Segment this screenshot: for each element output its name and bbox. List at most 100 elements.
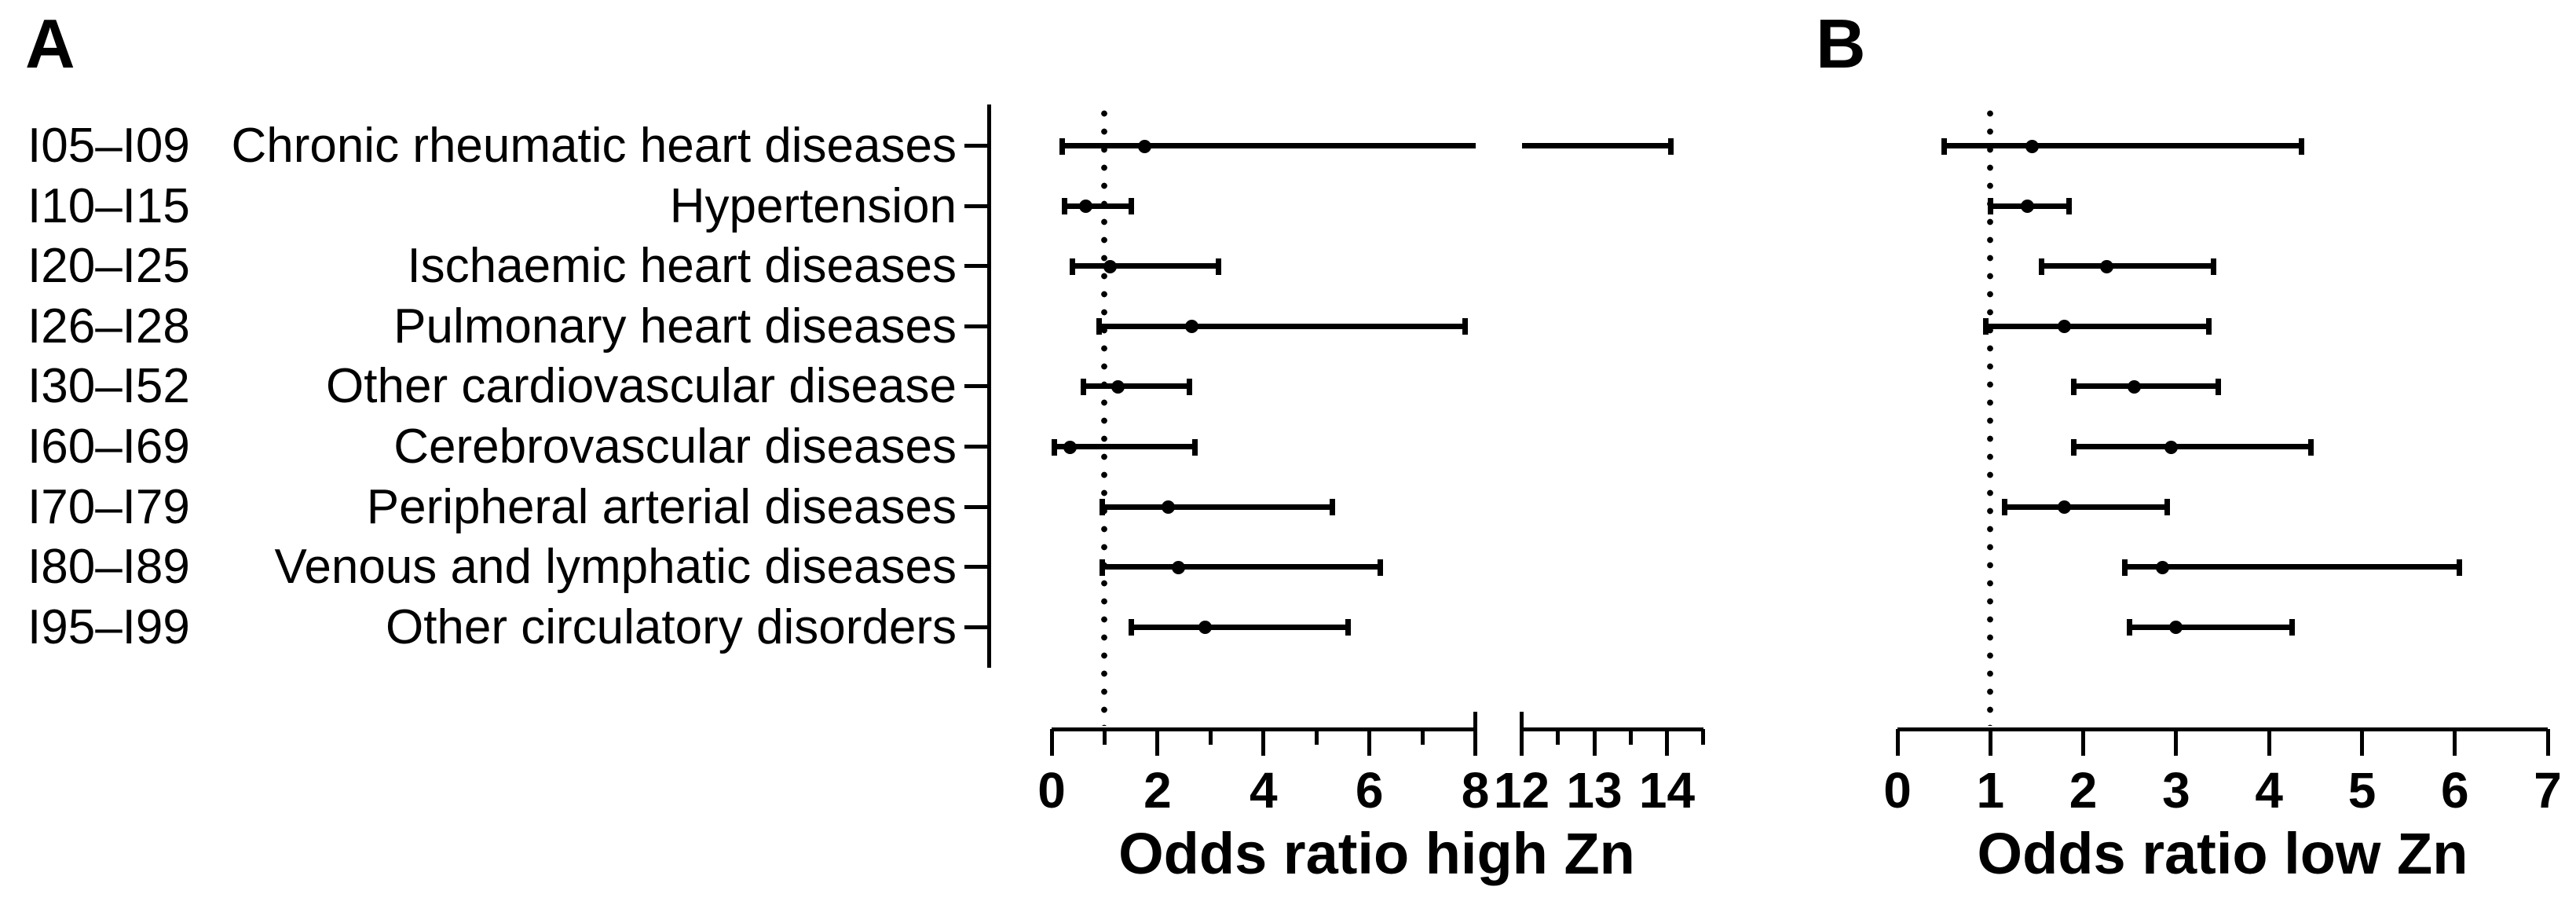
ci-cap-low — [2038, 258, 2044, 275]
ci-cap-high — [1186, 378, 1192, 395]
ci-error-bar — [1072, 263, 1219, 269]
row-label: Ischaemic heart diseases — [407, 239, 957, 294]
row-connector-tick — [964, 625, 991, 629]
ci-cap-low — [1099, 559, 1105, 576]
axis-tick-major — [1261, 729, 1266, 756]
axis-tick-major — [1592, 729, 1597, 756]
row-label: Chronic rheumatic heart diseases — [231, 119, 957, 173]
point-estimate — [2025, 139, 2040, 153]
ci-error-bar — [1054, 444, 1195, 449]
row-label: Venous and lymphatic diseases — [274, 540, 957, 595]
ci-cap-low — [1059, 137, 1065, 155]
ci-error-bar — [2073, 383, 2219, 390]
axis-tick-label: 14 — [1638, 762, 1696, 819]
ci-cap-high — [2210, 258, 2216, 275]
point-estimate — [2164, 440, 2179, 454]
ci-error-bar — [2129, 624, 2292, 630]
ci-cap-low — [2127, 619, 2133, 636]
ci-cap-low — [1941, 137, 1947, 155]
point-estimate — [2169, 621, 2183, 635]
axis-tick-label: 12 — [1493, 762, 1550, 819]
ci-error-bar — [1102, 504, 1333, 510]
ci-cap-high — [1215, 258, 1221, 275]
axis-tick-major — [1665, 729, 1669, 756]
axis-tick-minor — [1420, 729, 1425, 745]
ci-error-bar — [1102, 564, 1381, 570]
axis-tick-minor — [1102, 729, 1107, 745]
axis-tick-major — [2360, 729, 2364, 756]
reference-line — [1987, 104, 1994, 726]
axis-tick-major — [2081, 729, 2086, 756]
ci-cap-low — [2122, 559, 2128, 576]
ci-cap-low — [1070, 258, 1076, 275]
row-label: Pulmonary heart diseases — [393, 299, 957, 354]
axis-tick-minor — [1314, 729, 1319, 745]
row-code: I10–I15 — [27, 178, 190, 233]
axis-tick-minor — [1556, 729, 1561, 745]
axis-tick-label: 5 — [2347, 762, 2377, 819]
ci-cap-low — [1982, 318, 1989, 335]
panel-b-letter: B — [1816, 5, 1866, 82]
axis-tick-major — [1988, 729, 1992, 756]
row-code: I26–I28 — [27, 299, 190, 354]
row-label: Other cardiovascular disease — [326, 359, 957, 414]
ci-error-bar — [1944, 143, 2302, 148]
point-estimate — [2128, 379, 2142, 394]
axis-tick-label: 1 — [1976, 762, 2005, 819]
panel-a-axis-title: Odds ratio high Zn — [1118, 821, 1635, 886]
ci-cap-high — [2289, 619, 2296, 636]
row-label: Other circulatory disorders — [385, 599, 957, 654]
row-code: I05–I09 — [27, 119, 190, 173]
row-label: Hypertension — [669, 178, 957, 233]
ci-cap-low — [1062, 198, 1068, 215]
point-estimate — [1172, 560, 1186, 574]
point-estimate — [2058, 500, 2072, 515]
ci-cap-high — [2215, 378, 2221, 395]
ci-error-bar — [2004, 504, 2168, 510]
axis-tick-minor — [1208, 729, 1213, 745]
axis-break-marker — [1473, 712, 1478, 753]
ci-cap-low — [2071, 438, 2077, 456]
ci-cap-high — [1329, 499, 1335, 516]
row-code: I95–I99 — [27, 599, 190, 654]
axis-break-marker — [1520, 712, 1524, 753]
ci-error-bar — [2124, 564, 2460, 570]
ci-cap-high — [1345, 619, 1352, 636]
axis-tick-major — [2453, 729, 2457, 756]
ci-error-bar — [2041, 263, 2214, 269]
ci-cap-high — [1377, 559, 1383, 576]
point-estimate — [2099, 259, 2113, 273]
ci-cap-high — [2457, 559, 2463, 576]
axis-tick-label: 7 — [2534, 762, 2562, 819]
point-estimate — [1079, 200, 1093, 214]
point-estimate — [1185, 320, 1199, 334]
axis-tick-label: 6 — [2441, 762, 2469, 819]
row-connector-tick — [964, 264, 991, 269]
axis-tick-label: 4 — [2255, 762, 2283, 819]
row-connector-tick — [964, 565, 991, 570]
ci-cap-high — [2299, 137, 2305, 155]
ci-cap-low — [1080, 378, 1086, 395]
row-code: I60–I69 — [27, 420, 190, 474]
ci-cap-high — [1462, 318, 1468, 335]
axis-tick-label: 0 — [1883, 762, 1912, 819]
axis-tick-major — [1155, 729, 1160, 756]
axis-tick-label: 2 — [2069, 762, 2098, 819]
panel-a-letter: A — [25, 5, 75, 82]
ci-cap-high — [1191, 438, 1198, 456]
point-estimate — [2058, 320, 2072, 334]
ci-cap-low — [1128, 619, 1134, 636]
ci-cap-high — [1128, 198, 1134, 215]
ci-cap-low — [2001, 499, 2007, 516]
axis-tick-minor — [1628, 729, 1633, 745]
row-code: I80–I89 — [27, 540, 190, 595]
ci-cap-low — [1987, 198, 1993, 215]
axis-tick-label: 6 — [1355, 762, 1384, 819]
ci-cap-high — [2307, 438, 2314, 456]
row-code: I30–I52 — [27, 359, 190, 414]
ci-error-bar — [1985, 323, 2209, 329]
point-estimate — [1063, 440, 1078, 454]
axis-tick-major — [1367, 729, 1372, 756]
point-estimate — [1137, 139, 1151, 153]
